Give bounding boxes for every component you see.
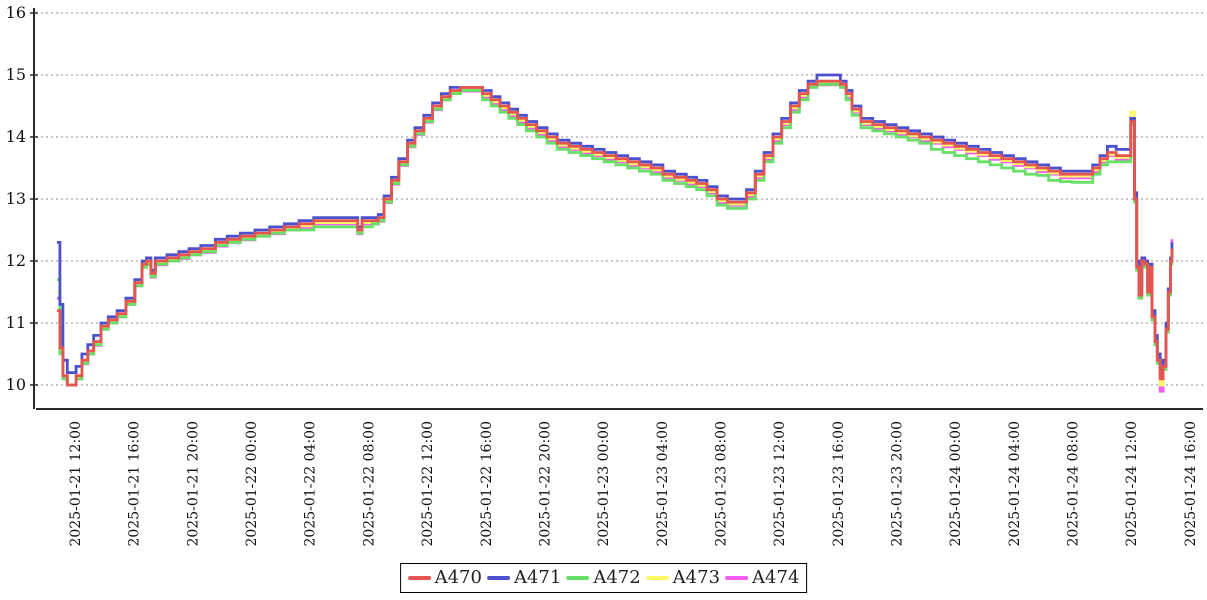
x-tick-label: 2025-01-24 16:00 bbox=[1183, 421, 1199, 547]
series-line-a471 bbox=[57, 73, 1174, 378]
x-tick-label: 2025-01-22 08:00 bbox=[361, 421, 377, 547]
legend-item-a473: A473 bbox=[645, 567, 721, 588]
y-tick-label: 14 bbox=[6, 127, 26, 146]
x-tick-label: 2025-01-23 12:00 bbox=[772, 421, 788, 547]
x-tick-label: 2025-01-21 12:00 bbox=[68, 421, 84, 547]
x-tick-label: 2025-01-23 16:00 bbox=[831, 421, 847, 547]
legend-label-a474: A474 bbox=[752, 567, 800, 588]
series-line-a472 bbox=[57, 82, 1174, 387]
x-tick-label: 2025-01-22 12:00 bbox=[420, 421, 436, 547]
legend-swatch-a471 bbox=[486, 575, 510, 580]
x-tick-label: 2025-01-24 04:00 bbox=[1007, 421, 1023, 547]
x-tick-label: 2025-01-22 16:00 bbox=[479, 421, 495, 547]
y-tick-label: 13 bbox=[6, 189, 26, 208]
x-tick-label: 2025-01-23 08:00 bbox=[713, 421, 729, 547]
x-tick-label: 2025-01-24 08:00 bbox=[1066, 421, 1082, 547]
x-tick-label: 2025-01-23 00:00 bbox=[596, 421, 612, 547]
legend-swatch-a473 bbox=[645, 575, 669, 580]
x-axis-tick-labels: 2025-01-21 12:00 2025-01-21 16:00 2025-01-… bbox=[68, 421, 1199, 547]
series-line-a470 bbox=[57, 79, 1174, 387]
legend-swatch-a474 bbox=[725, 575, 749, 580]
legend-label-a473: A473 bbox=[672, 567, 721, 588]
legend-swatch-a470 bbox=[407, 575, 431, 580]
legend-label-a470: A470 bbox=[434, 567, 482, 588]
x-tick-label: 2025-01-21 16:00 bbox=[127, 421, 143, 547]
x-tick-label: 2025-01-23 04:00 bbox=[655, 421, 671, 547]
y-tick-label: 15 bbox=[6, 65, 26, 84]
axes bbox=[33, 8, 1203, 410]
legend-label-a472: A472 bbox=[593, 567, 641, 588]
y-tick-label: 16 bbox=[6, 3, 26, 22]
x-tick-label: 2025-01-21 20:00 bbox=[185, 421, 201, 547]
y-axis-tick-labels: 16 15 14 13 12 11 10 bbox=[6, 3, 26, 394]
x-tick-label: 2025-01-22 20:00 bbox=[537, 421, 553, 547]
x-tick-label: 2025-01-24 00:00 bbox=[948, 421, 964, 547]
y-tick-label: 10 bbox=[6, 375, 26, 394]
legend-item-a471: A471 bbox=[486, 567, 562, 588]
x-tick-label: 2025-01-23 20:00 bbox=[890, 421, 906, 547]
x-tick-label: 2025-01-22 00:00 bbox=[244, 421, 260, 547]
series-line-a473 bbox=[57, 81, 1174, 387]
legend-item-a472: A472 bbox=[566, 567, 641, 588]
legend-label-a471: A471 bbox=[513, 567, 562, 588]
legend-item-a470: A470 bbox=[407, 567, 482, 588]
legend-swatch-a472 bbox=[566, 575, 590, 580]
x-tick-label: 2025-01-22 04:00 bbox=[303, 421, 319, 547]
y-tick-label: 12 bbox=[6, 251, 26, 270]
y-tick-label: 11 bbox=[6, 313, 26, 332]
legend: A470 A471 A472 A473 A474 bbox=[399, 563, 808, 593]
x-tick-label: 2025-01-24 12:00 bbox=[1124, 421, 1140, 547]
legend-item-a474: A474 bbox=[725, 567, 799, 588]
gridlines bbox=[30, 12, 1203, 386]
series-lines bbox=[57, 73, 1174, 393]
